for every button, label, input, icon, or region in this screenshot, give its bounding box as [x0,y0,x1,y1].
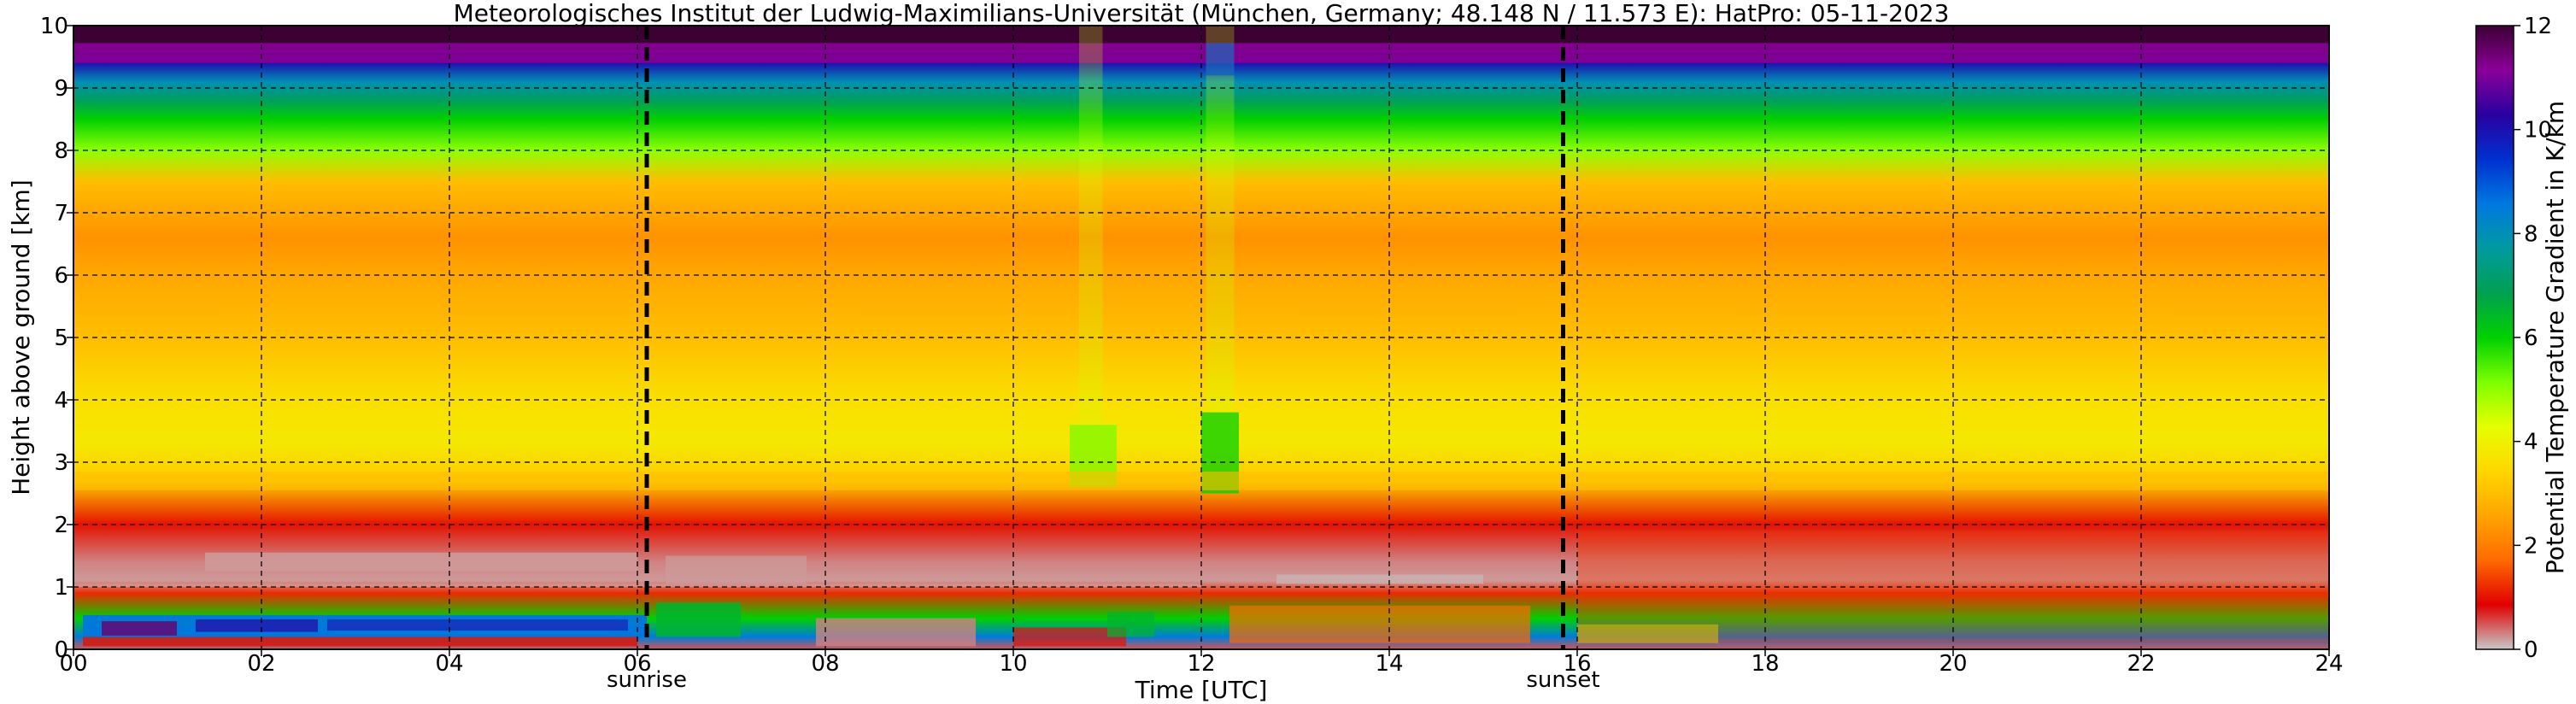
x-tick-label: 18 [1751,651,1779,677]
x-tick-label: 22 [2127,651,2155,677]
grid-lines [73,26,2329,649]
x-tick-label: 24 [2315,651,2343,677]
x-axis-label: Time [UTC] [1135,676,1268,704]
x-tick-label: 12 [1187,651,1215,677]
y-tick-label: 1 [54,575,68,601]
y-tick-label: 7 [54,201,68,226]
plot-area [73,25,2330,650]
x-tick-label: 04 [435,651,463,677]
y-tick-label: 0 [54,637,68,663]
y-tick-label: 8 [54,138,68,164]
colorbar-tick-label: 2 [2524,533,2538,559]
colorbar-tick-label: 8 [2524,221,2538,247]
colorbar-ticks: 0 2 4 6 8 10 12 [2514,14,2552,663]
x-tick-label: 16 [1563,651,1591,677]
sunset-label: sunset [1526,667,1599,693]
x-tick-label: 02 [247,651,275,677]
chart-title: Meteorologisches Institut der Ludwig-Max… [454,0,1950,27]
y-tick-label: 9 [54,76,68,102]
x-tick-label: 06 [623,651,651,677]
colorbar: 0 2 4 6 8 10 12 Potential Temperature Gradient… [2475,14,2569,663]
colorbar-tick-label: 12 [2524,14,2552,39]
x-tick-label: 08 [811,651,839,677]
sun-annotations: sunrise sunset [607,667,1600,693]
colorbar-tick-label: 0 [2524,637,2538,663]
colorbar-tick-label: 10 [2524,118,2552,144]
y-tick-label: 3 [54,450,68,476]
y-axis-label: Height above ground [km] [7,179,35,496]
colorbar-tick-label: 6 [2524,326,2538,351]
colorbar-label: Potential Temperature Gradient in K/km [2541,101,2569,574]
x-tick-label: 10 [999,651,1027,677]
x-tick-label: 00 [59,651,87,677]
x-axis-ticks: 00 02 04 06 08 10 12 14 16 18 20 22 24 [59,649,2344,677]
sun-lines [644,26,1565,649]
colorbar-tick-label: 4 [2524,430,2538,455]
y-tick-label: 6 [54,263,68,289]
y-axis-ticks: 0 1 2 3 4 5 6 7 8 9 10 [40,14,73,663]
y-tick-label: 4 [54,388,68,414]
y-tick-label: 5 [54,326,68,351]
x-tick-label: 20 [1939,651,1967,677]
x-tick-label: 14 [1375,651,1403,677]
sunrise-label: sunrise [607,667,687,693]
y-tick-label: 10 [40,14,68,39]
y-tick-label: 2 [54,513,68,538]
colorbar-scale [2475,25,2514,650]
